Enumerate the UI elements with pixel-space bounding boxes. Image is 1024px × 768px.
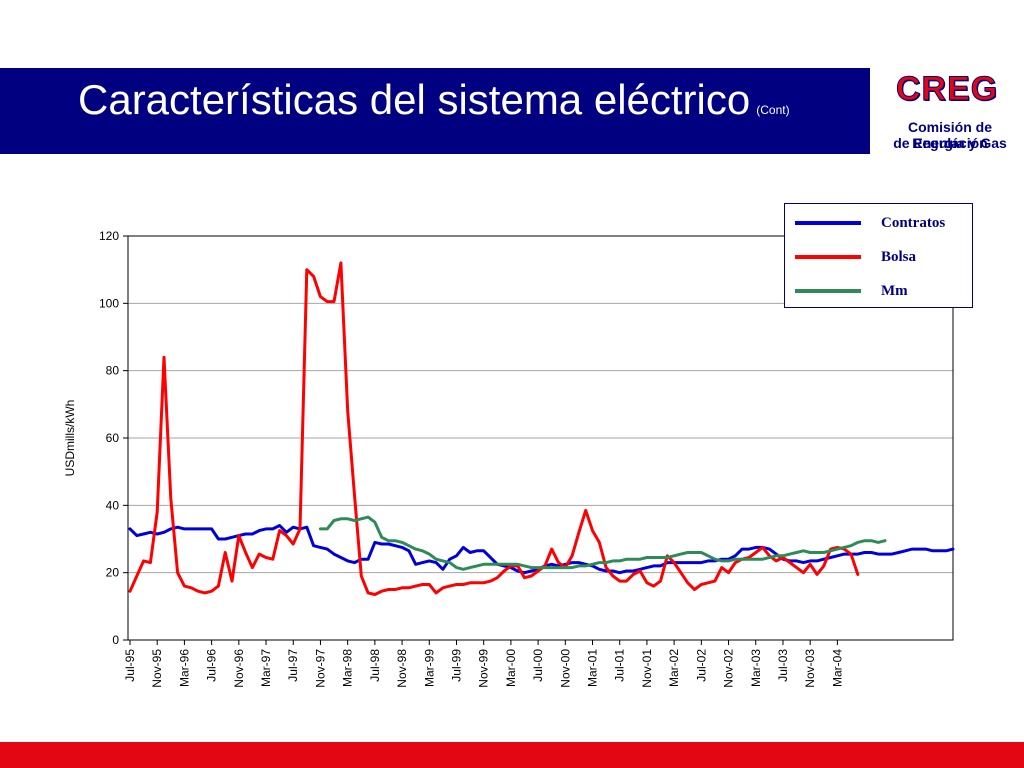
x-tick-label: Mar-02 bbox=[667, 649, 681, 687]
x-tick-label: Mar-00 bbox=[504, 649, 518, 687]
y-tick-label: 20 bbox=[106, 566, 120, 580]
legend-label-bolsa: Bolsa bbox=[881, 249, 917, 265]
x-tick-label: Jul-02 bbox=[694, 649, 708, 682]
x-tick-label: Nov-95 bbox=[150, 649, 164, 688]
x-tick-label: Jul-98 bbox=[368, 649, 382, 682]
x-tick-label: Nov-96 bbox=[232, 649, 246, 688]
legend-swatch-bolsa bbox=[795, 255, 861, 259]
x-tick-label: Nov-02 bbox=[722, 649, 736, 688]
x-tick-label: Nov-00 bbox=[558, 649, 572, 688]
creg-logo: CREG Comisión de Regulación de Energía y… bbox=[876, 68, 1024, 154]
y-tick-label: 80 bbox=[106, 364, 120, 378]
x-tick-label: Mar-03 bbox=[749, 649, 763, 687]
x-tick-label: Mar-99 bbox=[422, 649, 436, 687]
y-tick-label: 100 bbox=[99, 296, 119, 310]
x-tick-label: Mar-97 bbox=[259, 649, 273, 687]
y-tick-label: 0 bbox=[112, 633, 119, 647]
legend-item-mm: Mm bbox=[795, 283, 970, 300]
legend-label-mm: Mm bbox=[881, 283, 908, 299]
slide-subtitle: (Cont) bbox=[756, 103, 790, 117]
creg-logo-name-line2: de Energía y Gas bbox=[893, 135, 1007, 151]
plot-area bbox=[127, 235, 954, 641]
y-tick-label: 60 bbox=[106, 431, 120, 445]
legend-swatch-mm bbox=[795, 289, 861, 293]
x-tick-label: Nov-98 bbox=[395, 649, 409, 688]
x-tick-label: Nov-97 bbox=[313, 649, 327, 688]
creg-logo-name-line1: Comisión de Regulación bbox=[907, 119, 992, 151]
slide-title: Características del sistema eléctrico (Co… bbox=[78, 76, 790, 124]
y-tick-label: 40 bbox=[106, 498, 120, 512]
x-tick-label: Nov-03 bbox=[803, 649, 817, 688]
chart-legend: Contratos Bolsa Mm bbox=[784, 203, 973, 308]
x-tick-label: Mar-01 bbox=[586, 649, 600, 687]
x-tick-label: Mar-04 bbox=[830, 649, 844, 687]
y-tick-label: 120 bbox=[99, 229, 119, 243]
x-tick-label: Mar-98 bbox=[341, 649, 355, 687]
series-line-mm bbox=[318, 515, 887, 571]
x-tick-label: Mar-96 bbox=[177, 649, 191, 687]
x-tick-label: Jul-95 bbox=[123, 649, 137, 682]
slide-title-text: Características del sistema eléctrico bbox=[78, 76, 751, 123]
legend-item-contratos: Contratos bbox=[795, 215, 970, 232]
x-tick-label: Jul-03 bbox=[776, 649, 790, 682]
title-bar bbox=[0, 68, 870, 154]
x-tick-label: Jul-99 bbox=[449, 649, 463, 682]
x-tick-label: Jul-96 bbox=[205, 649, 219, 682]
legend-item-bolsa: Bolsa bbox=[795, 249, 970, 266]
legend-label-contratos: Contratos bbox=[881, 215, 946, 231]
x-tick-label: Jul-97 bbox=[286, 649, 300, 682]
creg-logo-mark: CREG bbox=[895, 70, 999, 109]
x-tick-label: Nov-99 bbox=[477, 649, 491, 688]
series-line-bolsa bbox=[128, 261, 860, 596]
x-tick-label: Jul-00 bbox=[531, 649, 545, 682]
x-tick-label: Jul-01 bbox=[613, 649, 627, 682]
legend-swatch-contratos bbox=[795, 221, 861, 225]
x-tick-label: Nov-01 bbox=[640, 649, 654, 688]
y-axis-title: USDmills/kWh bbox=[63, 400, 77, 477]
footer-bar bbox=[0, 742, 1024, 768]
